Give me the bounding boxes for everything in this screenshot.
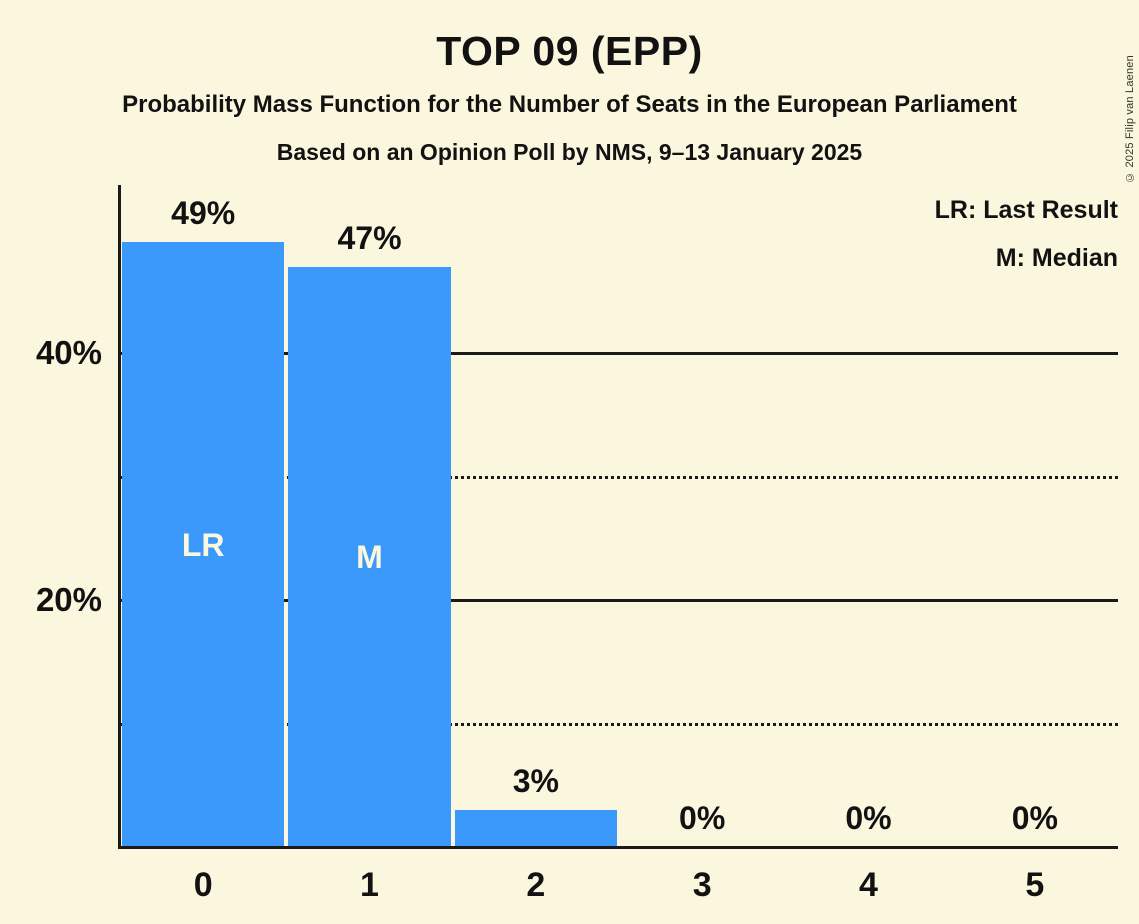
bar-seats-1 — [288, 267, 451, 847]
y-axis-line — [118, 185, 121, 849]
chart-subtitle-source: Based on an Opinion Poll by NMS, 9–13 Ja… — [276, 139, 863, 165]
gridline-40pct — [120, 352, 1118, 356]
x-axis-tick-label-3: 3 — [692, 866, 712, 904]
x-axis-line — [118, 846, 1118, 849]
plot-area: 49% 47% 3% 0% 0% 0% LR M — [120, 185, 1118, 847]
x-axis-tick-label-4: 4 — [859, 866, 878, 904]
x-axis-tick-label-1: 1 — [360, 866, 379, 904]
bar-value-label-0: 49% — [171, 195, 236, 232]
bar-value-label-2: 3% — [512, 762, 559, 799]
chart-subtitle: Probability Mass Function for the Number… — [122, 91, 1017, 118]
bar-seats-2 — [454, 809, 617, 847]
copyright-notice: © 2025 Filip van Laenen — [1124, 55, 1136, 183]
bar-annotation-lr: LR — [181, 526, 225, 563]
gridline-20pct — [120, 599, 1118, 603]
gridline-30pct — [120, 475, 1118, 479]
bar-value-label-5: 0% — [1011, 800, 1058, 836]
bar-value-label-3: 0% — [679, 800, 726, 836]
bar-value-label-4: 0% — [845, 800, 892, 836]
y-axis-tick-label: 20% — [35, 581, 102, 619]
legend: LR: Last Result M: Median — [935, 186, 1118, 282]
legend-median: M: Median — [995, 244, 1118, 272]
bar-seats-0 — [122, 242, 285, 847]
bar-value-label-1: 47% — [337, 220, 402, 257]
bar-annotation-m: M — [356, 539, 383, 576]
y-axis-tick-label: 40% — [35, 334, 102, 372]
x-axis-tick-label-5: 5 — [1025, 866, 1045, 904]
chart-title: TOP 09 (EPP) — [436, 28, 703, 74]
x-axis-tick-label-2: 2 — [526, 866, 546, 904]
legend-last-result: LR: Last Result — [934, 196, 1118, 224]
gridline-10pct — [120, 722, 1118, 726]
x-axis-tick-label-0: 0 — [193, 866, 213, 904]
